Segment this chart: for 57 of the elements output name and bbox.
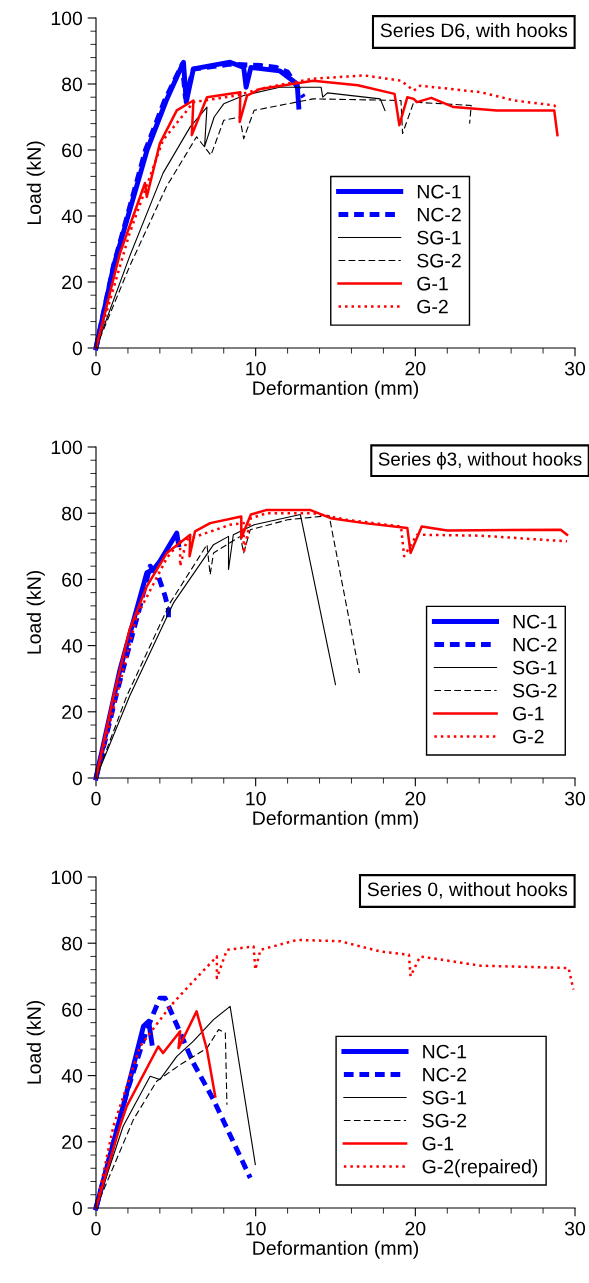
legend-label: SG-2: [422, 1113, 467, 1128]
y-tick-label: 40: [61, 209, 83, 224]
x-tick-label: 0: [91, 361, 101, 376]
y-tick-label: 100: [51, 870, 83, 885]
legend-label: NC-1: [417, 184, 461, 199]
legend-label: SG-1: [513, 660, 557, 675]
x-tick-label: 20: [405, 791, 426, 806]
x-axis-title: Deformantion (mm): [253, 1240, 419, 1259]
legend-label: G-2: [513, 729, 544, 744]
legend-label: NC-2: [417, 207, 461, 222]
x-tick-label: 10: [246, 791, 266, 806]
x-tick-label: 30: [564, 361, 586, 376]
legend-label: NC-2: [423, 1067, 467, 1082]
legend-label: NC-2: [513, 637, 557, 652]
legend-label: G-1: [422, 1136, 454, 1151]
y-axis-title: Load (kN): [26, 1001, 45, 1084]
y-tick-label: 100: [51, 11, 83, 26]
legend-label: NC-1: [513, 614, 557, 629]
y-tick-label: 40: [61, 1069, 83, 1083]
y-tick-label: 80: [62, 936, 83, 951]
legend-label: G-1: [417, 276, 448, 291]
y-tick-label: 40: [61, 639, 83, 653]
legend-label: G-2: [417, 299, 448, 314]
x-axis-title: Deformantion (mm): [253, 810, 419, 829]
y-tick-label: 60: [62, 1002, 83, 1017]
chart-title: Series ϕ3, without hooks: [378, 451, 582, 470]
x-tick-label: 30: [564, 791, 586, 806]
legend-label: G-1: [513, 706, 544, 721]
legend-label: G-2(repaired): [422, 1159, 538, 1178]
y-axis-title: Load (kN): [26, 141, 45, 225]
y-tick-label: 20: [62, 275, 83, 290]
x-tick-label: 0: [91, 1221, 101, 1236]
y-tick-label: 0: [72, 1201, 83, 1216]
legend-label: SG-2: [417, 253, 461, 268]
y-tick-label: 20: [62, 705, 83, 720]
chart-title: Series D6, with hooks: [380, 22, 568, 40]
x-tick-label: 10: [246, 361, 266, 376]
legend-label: SG-2: [513, 683, 557, 698]
y-tick-label: 60: [62, 143, 83, 158]
y-tick-label: 0: [72, 771, 83, 786]
y-tick-label: 60: [62, 572, 83, 587]
y-tick-label: 80: [62, 506, 83, 521]
x-tick-label: 20: [405, 1221, 426, 1236]
legend-label: SG-1: [417, 230, 461, 245]
x-tick-label: 30: [564, 1221, 586, 1236]
y-tick-label: 100: [51, 440, 83, 455]
legend-label: NC-1: [423, 1044, 467, 1059]
x-tick-label: 10: [246, 1221, 266, 1236]
y-tick-label: 20: [62, 1135, 83, 1150]
chart-title: Series 0, without hooks: [367, 881, 568, 899]
y-axis-title: Load (kN): [26, 571, 45, 654]
x-axis-title: Deformantion (mm): [253, 380, 419, 399]
x-tick-label: 20: [405, 361, 426, 376]
legend-label: SG-1: [422, 1090, 467, 1105]
y-tick-label: 0: [72, 341, 83, 356]
y-tick-label: 80: [62, 77, 83, 92]
x-tick-label: 0: [91, 791, 101, 806]
